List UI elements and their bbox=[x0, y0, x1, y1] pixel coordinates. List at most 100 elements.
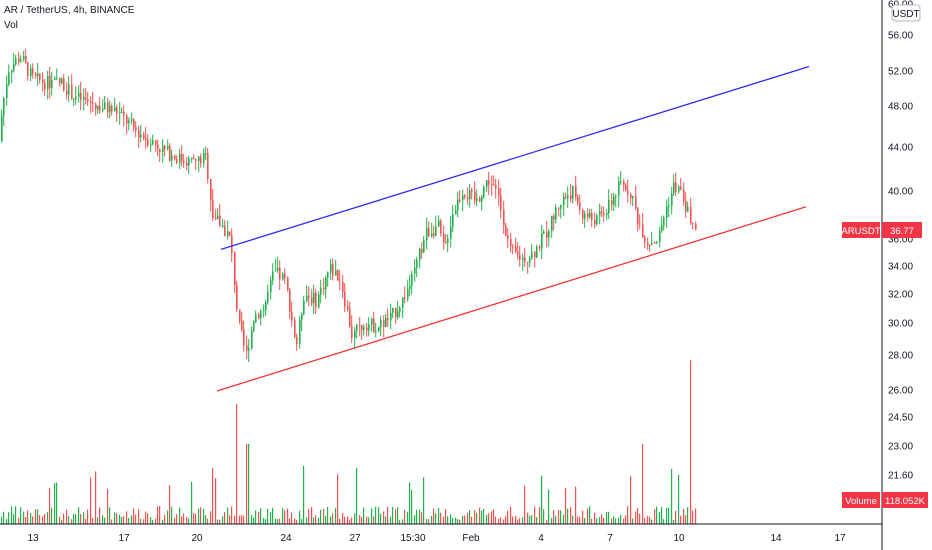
volume-bar bbox=[97, 517, 99, 524]
candle-body bbox=[335, 270, 337, 276]
volume-bar bbox=[488, 513, 490, 524]
candle-body bbox=[683, 189, 685, 202]
volume-bar bbox=[138, 509, 140, 524]
candle-body bbox=[517, 252, 519, 255]
candle-body bbox=[73, 98, 75, 100]
volume-bar bbox=[675, 510, 677, 524]
volume-bar bbox=[279, 518, 281, 524]
candle-body bbox=[128, 120, 130, 124]
price-tick-label: 23.00 bbox=[888, 442, 913, 453]
candle-body bbox=[27, 62, 29, 77]
volume-bar bbox=[167, 510, 169, 524]
time-tick-label: Feb bbox=[462, 533, 480, 544]
volume-bar bbox=[260, 508, 262, 524]
candle-body bbox=[383, 320, 385, 327]
candle-body bbox=[582, 209, 584, 219]
time-tick-label: 13 bbox=[27, 533, 39, 544]
volume-bar bbox=[162, 519, 164, 524]
candle-body bbox=[416, 259, 418, 268]
volume-bar bbox=[99, 507, 101, 524]
volume-indicator-label: Vol bbox=[4, 20, 18, 31]
volume-bar bbox=[265, 519, 267, 524]
candle-body bbox=[30, 68, 32, 77]
candle-body bbox=[637, 208, 639, 224]
candle-body bbox=[563, 196, 565, 205]
volume-bar bbox=[445, 509, 447, 524]
volume-bar bbox=[426, 519, 428, 524]
volume-bar bbox=[284, 510, 286, 524]
candle-body bbox=[534, 251, 536, 258]
candle-body bbox=[171, 155, 173, 161]
volume-bar bbox=[251, 514, 253, 524]
volume-bar bbox=[133, 508, 135, 524]
volume-value-label: Volume 118.052K bbox=[842, 492, 928, 508]
candle-body bbox=[51, 79, 53, 88]
candle-body bbox=[200, 156, 202, 164]
volume-bar bbox=[455, 517, 457, 524]
candle-body bbox=[690, 206, 692, 224]
price-tick-label: 28.00 bbox=[888, 351, 913, 362]
volume-bar bbox=[224, 512, 226, 524]
candle-body bbox=[421, 248, 423, 253]
candle-body bbox=[78, 92, 80, 97]
candle-body bbox=[126, 115, 128, 124]
candle-body bbox=[147, 139, 149, 146]
volume-bar bbox=[608, 511, 610, 524]
candle-body bbox=[375, 331, 377, 333]
volume-label-text: Volume bbox=[845, 496, 877, 507]
candle-body bbox=[527, 262, 529, 264]
volume-bar bbox=[596, 518, 598, 524]
candle-body bbox=[673, 182, 675, 193]
candle-body bbox=[630, 194, 632, 198]
volume-bar bbox=[152, 519, 154, 524]
candle-body bbox=[164, 145, 166, 150]
volume-bar bbox=[481, 510, 483, 524]
volume-bar bbox=[620, 514, 622, 524]
candle-body bbox=[579, 202, 581, 210]
volume-bar bbox=[678, 474, 680, 524]
candle-body bbox=[159, 148, 161, 153]
candle-body bbox=[395, 307, 397, 317]
volume-bar bbox=[59, 516, 61, 524]
volume-bar bbox=[644, 517, 646, 524]
channel-lower-line[interactable] bbox=[216, 206, 807, 392]
volume-bar bbox=[692, 510, 694, 524]
volume-bar bbox=[6, 518, 8, 524]
volume-bar bbox=[685, 515, 687, 524]
candle-body bbox=[119, 112, 121, 114]
candle-body bbox=[301, 314, 303, 320]
volume-bar bbox=[270, 511, 272, 524]
price-tick-label: 34.00 bbox=[888, 262, 913, 273]
currency-badge[interactable]: USDT bbox=[891, 4, 921, 22]
volume-bar bbox=[500, 517, 502, 524]
price-tick-label: 26.00 bbox=[888, 386, 913, 397]
volume-bar bbox=[169, 485, 171, 524]
volume-bar bbox=[75, 514, 77, 524]
candle-body bbox=[601, 211, 603, 213]
channel-upper-line[interactable] bbox=[220, 65, 810, 250]
volume-bar bbox=[399, 519, 401, 524]
time-axis: 13 17 20 24 27 15:30 Feb 4 7 10 14 17 bbox=[27, 533, 846, 544]
candle-body bbox=[111, 105, 113, 112]
volume-bar bbox=[469, 510, 471, 524]
candle-body bbox=[11, 70, 13, 73]
candle-body bbox=[423, 240, 425, 253]
candle-body bbox=[414, 267, 416, 274]
volume-bar bbox=[385, 516, 387, 524]
candle-body bbox=[311, 297, 313, 304]
volume-bar bbox=[663, 519, 665, 524]
volume-bar bbox=[512, 516, 514, 524]
candle-body bbox=[248, 348, 250, 351]
candle-body bbox=[589, 213, 591, 218]
volume-bar bbox=[582, 510, 584, 524]
volume-bar bbox=[347, 516, 349, 524]
price-tick-label: 48.00 bbox=[888, 102, 913, 113]
candle-body bbox=[320, 287, 322, 295]
volume-bar bbox=[87, 509, 89, 524]
candles bbox=[1, 48, 697, 363]
candle-body bbox=[553, 215, 555, 220]
candle-body bbox=[440, 220, 442, 234]
volume-bar bbox=[447, 516, 449, 524]
volume-bar bbox=[567, 508, 569, 524]
